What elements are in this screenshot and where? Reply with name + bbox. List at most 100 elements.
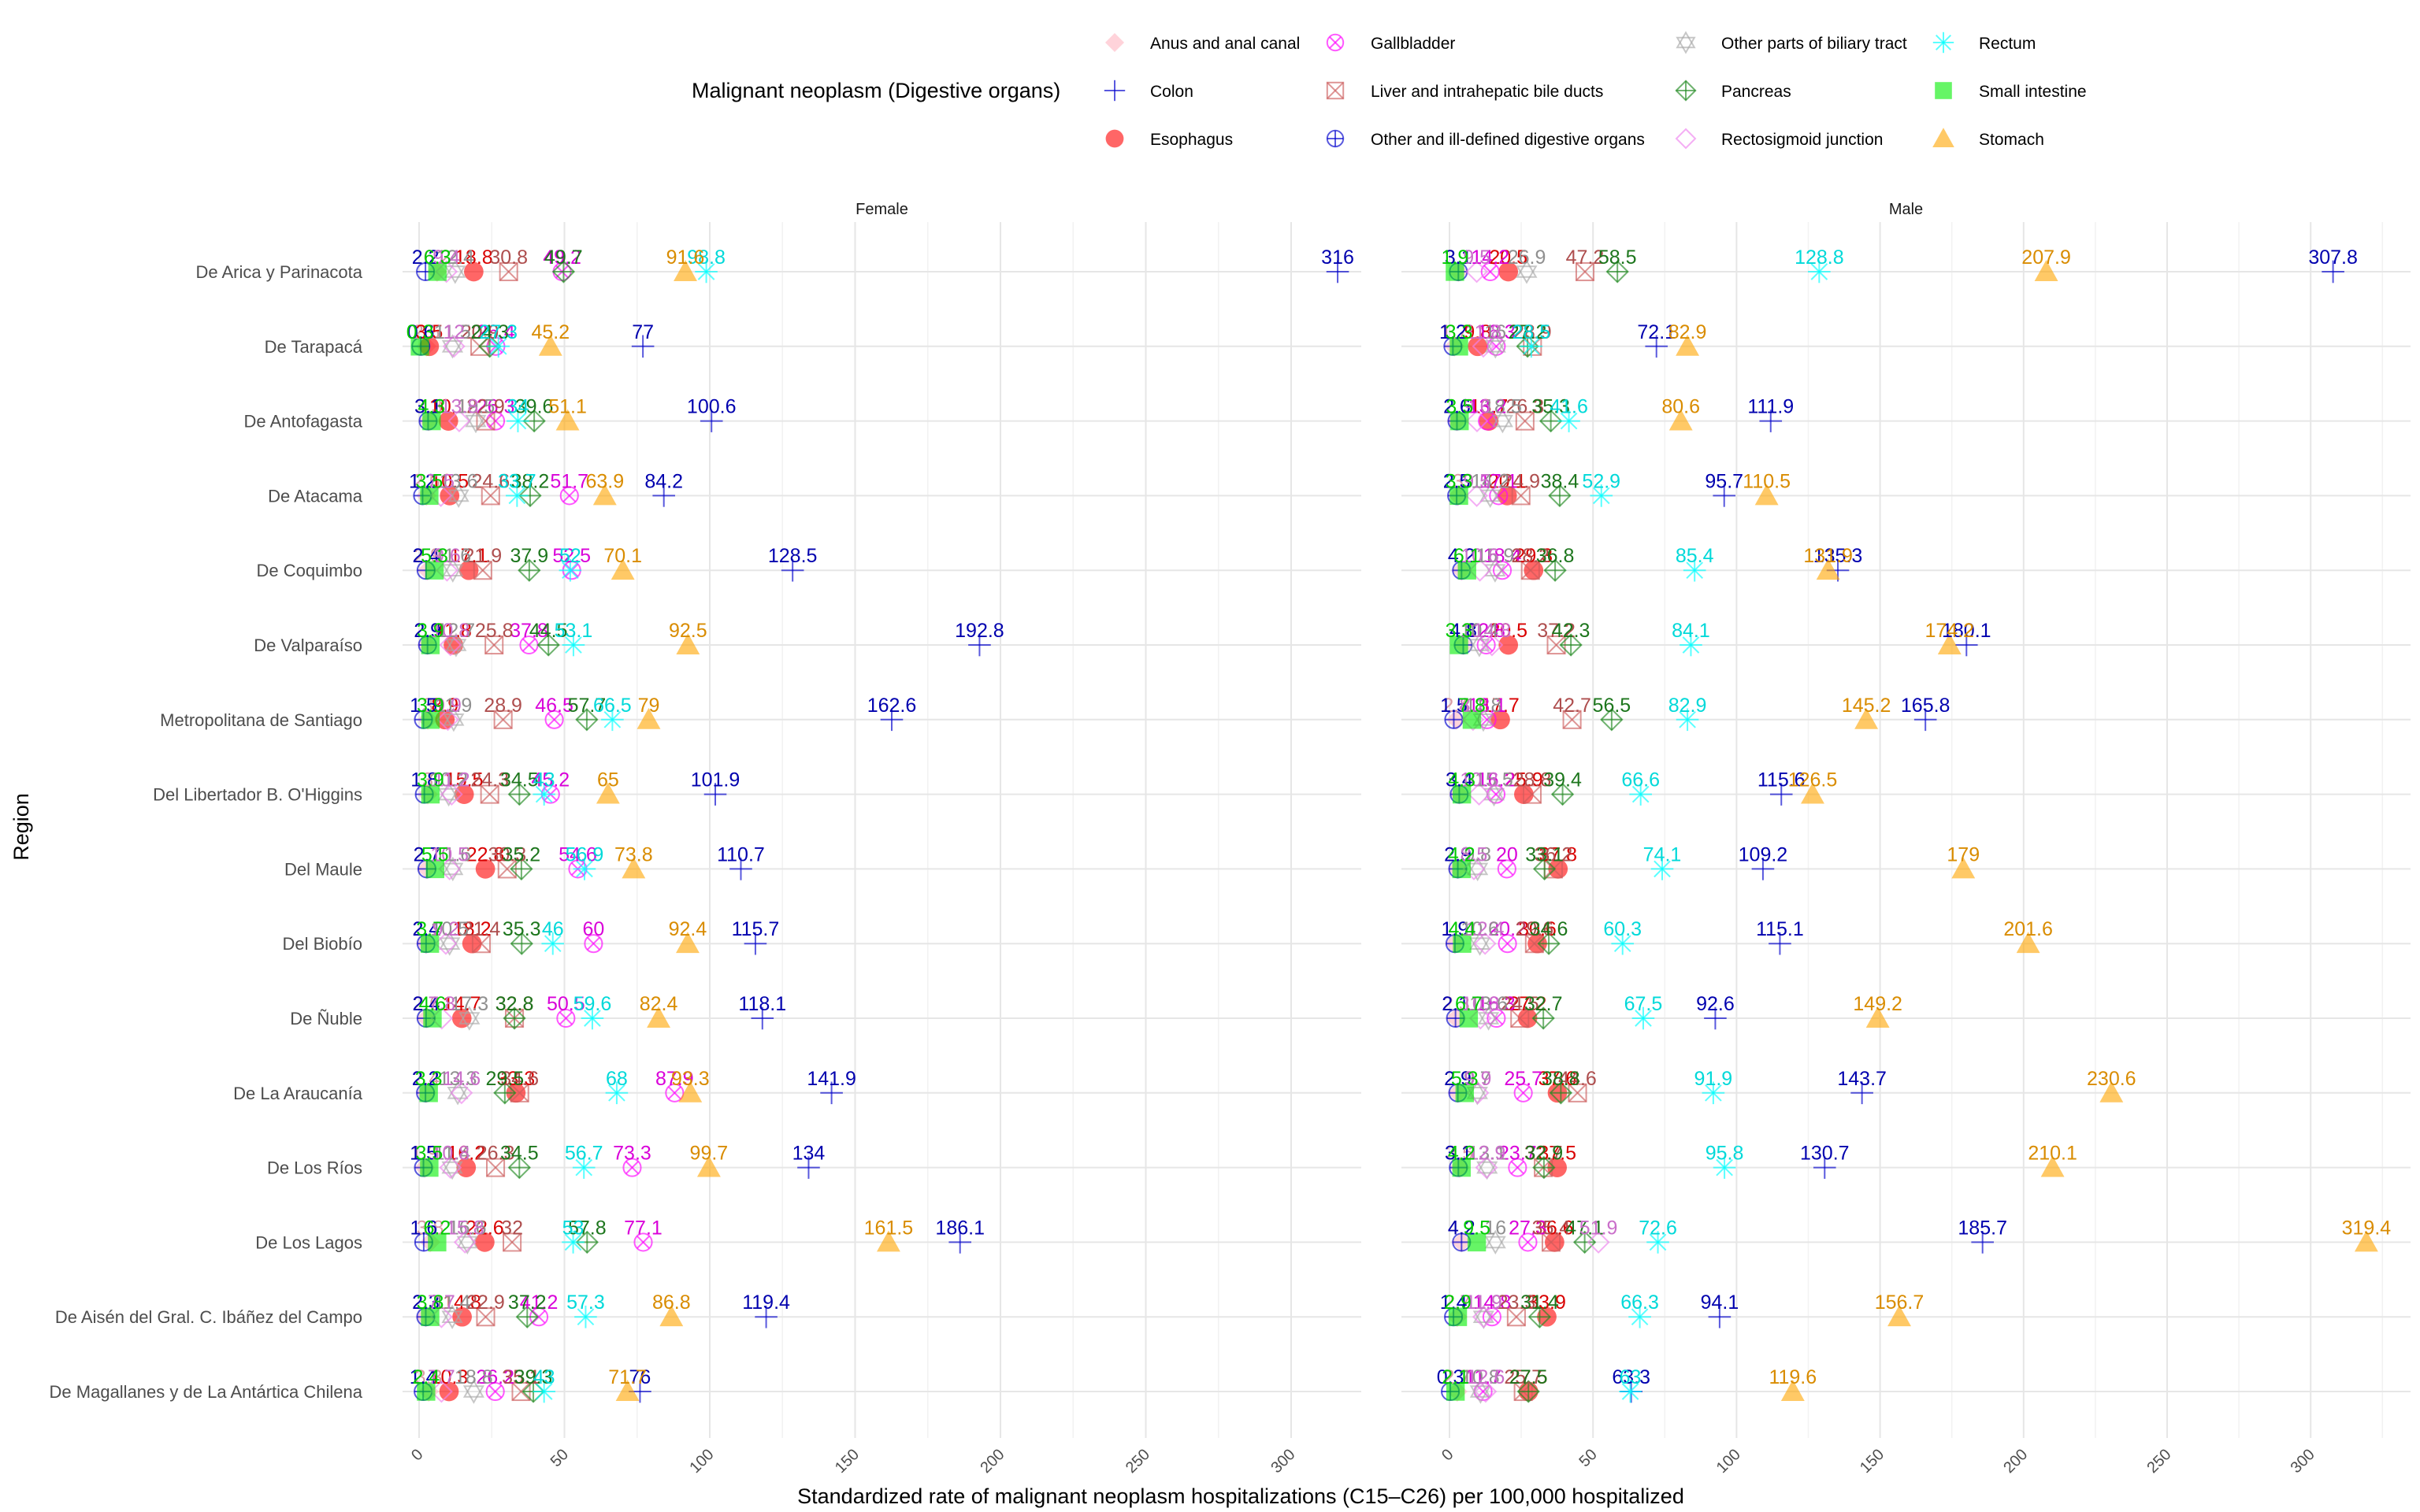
data-label: 130.7 [1800, 1143, 1850, 1165]
legend-key-stomach [1932, 128, 1954, 148]
data-label: 87.9 [655, 1068, 694, 1090]
data-label: 11.9 [1465, 1292, 1502, 1314]
data-label: 10.1 [429, 396, 468, 418]
x-tick-label: 0 [1438, 1446, 1457, 1464]
data-point [631, 335, 655, 358]
data-label: 20 [1496, 843, 1518, 865]
data-label: 11.8 [1465, 695, 1502, 717]
data-point [507, 782, 531, 806]
data-point [2099, 1080, 2124, 1102]
data-point [1971, 1231, 1994, 1254]
data-label: 161.5 [864, 1217, 914, 1239]
legend-key-anus-and-anal-canal [1105, 33, 1124, 52]
data-label: 3.1 [1445, 246, 1472, 269]
data-label: 17.3 [451, 993, 489, 1015]
data-point [1801, 782, 1824, 804]
data-point [1549, 1081, 1573, 1105]
data-point [1850, 1081, 1873, 1105]
x-tick-label: 250 [2143, 1446, 2174, 1477]
data-label: 82.4 [640, 993, 678, 1015]
data-point [475, 859, 496, 879]
data-point [420, 934, 440, 953]
data-label: 37.2 [1537, 620, 1576, 642]
data-point [1446, 262, 1464, 281]
data-label: 34.6 [500, 1068, 539, 1090]
data-point [556, 1008, 576, 1028]
data-point [652, 484, 675, 507]
data-point [1680, 633, 1702, 657]
data-label: 36.8 [1536, 545, 1575, 567]
data-point [481, 486, 500, 506]
data-point [1449, 636, 1468, 654]
data-label: 9.6 [433, 545, 461, 567]
data-label: 6.2 [423, 246, 451, 269]
data-point [425, 859, 444, 879]
data-label: 25.8 [475, 620, 514, 642]
data-label: 9.5 [1463, 246, 1490, 269]
data-point [1954, 633, 1978, 657]
data-point [665, 1083, 685, 1102]
data-point [1683, 558, 1706, 582]
data-label: 52.9 [1582, 470, 1620, 492]
data-label: 91.9 [1694, 1068, 1733, 1090]
y-tick-label: De Coquimbo [256, 561, 362, 580]
data-label: 118.1 [738, 993, 786, 1015]
data-label: 11.8 [1465, 321, 1502, 343]
data-label: 43 [533, 769, 555, 791]
data-point [533, 1380, 555, 1403]
data-label: 180.1 [1942, 620, 1991, 642]
data-point [2040, 1155, 2065, 1177]
data-label: 14.2 [1471, 470, 1509, 492]
data-label: 9.6 [1464, 396, 1491, 418]
data-label: 54.6 [559, 843, 597, 865]
data-label: 2.3 [412, 1292, 440, 1314]
data-label: 79 [638, 695, 660, 717]
data-label: 76 [629, 1366, 651, 1388]
data-label: 5.3 [1451, 1068, 1479, 1090]
data-label: 53 [562, 1217, 585, 1239]
data-label: 11.6 [434, 843, 471, 865]
data-point [968, 633, 991, 657]
y-tick-label: Del Libertador B. O'Higgins [153, 785, 362, 805]
data-point [573, 858, 596, 880]
data-point [1559, 633, 1583, 657]
data-point [1450, 411, 1469, 431]
data-label: 16.2 [1477, 769, 1516, 791]
legend-label: Other parts of biliary tract [1721, 35, 1907, 53]
data-label: 24.5 [1501, 993, 1539, 1015]
data-label: 21.9 [463, 545, 502, 567]
data-label: 3.5 [416, 470, 444, 492]
data-label: 34.6 [1530, 918, 1568, 940]
labels-gallbladder-male: 14.2 16.3 13.2 17.1 18.4 12.8 13.1 16.2 20 20.2 16… [1464, 246, 1547, 1388]
legend-key-rectum [1932, 32, 1954, 54]
data-label: 10.4 [1461, 620, 1499, 642]
data-point [510, 932, 533, 955]
data-label: 6.1 [1453, 545, 1481, 567]
data-point [700, 410, 723, 432]
y-tick-label: De Los Ríos [267, 1158, 362, 1178]
data-point [2322, 260, 2344, 284]
data-label: 41.6 [1550, 396, 1588, 418]
labels-rectosigmoid-junction-female: 9.41213.87.59.610.89.911.210.59.27.814.6… [427, 246, 484, 1388]
data-label: 3.5 [1446, 396, 1473, 418]
data-point [1474, 1380, 1498, 1403]
data-point [1575, 261, 1595, 282]
data-label: 21.4 [462, 918, 501, 940]
data-point [421, 710, 440, 729]
data-label: 4.2 [1448, 1217, 1475, 1239]
facet-label: Male [1889, 201, 1923, 218]
data-label: 35.4 [1532, 1217, 1571, 1239]
data-label: 2.4 [412, 918, 440, 940]
data-point [1531, 1006, 1555, 1030]
data-point [1543, 558, 1567, 582]
data-point [454, 784, 474, 804]
data-point [1780, 1380, 1805, 1401]
legend-label: Small intestine [1979, 83, 2087, 101]
legend-item-other-and-ill-defined-digestive-organs: Other and ill-defined digestive organs [1326, 129, 1645, 149]
data-label: 73.3 [613, 1143, 651, 1165]
data-label: 3 [422, 695, 433, 717]
data-label: 68 [606, 1068, 628, 1090]
data-point [1865, 1006, 1890, 1028]
data-label: 207.9 [2021, 246, 2071, 269]
